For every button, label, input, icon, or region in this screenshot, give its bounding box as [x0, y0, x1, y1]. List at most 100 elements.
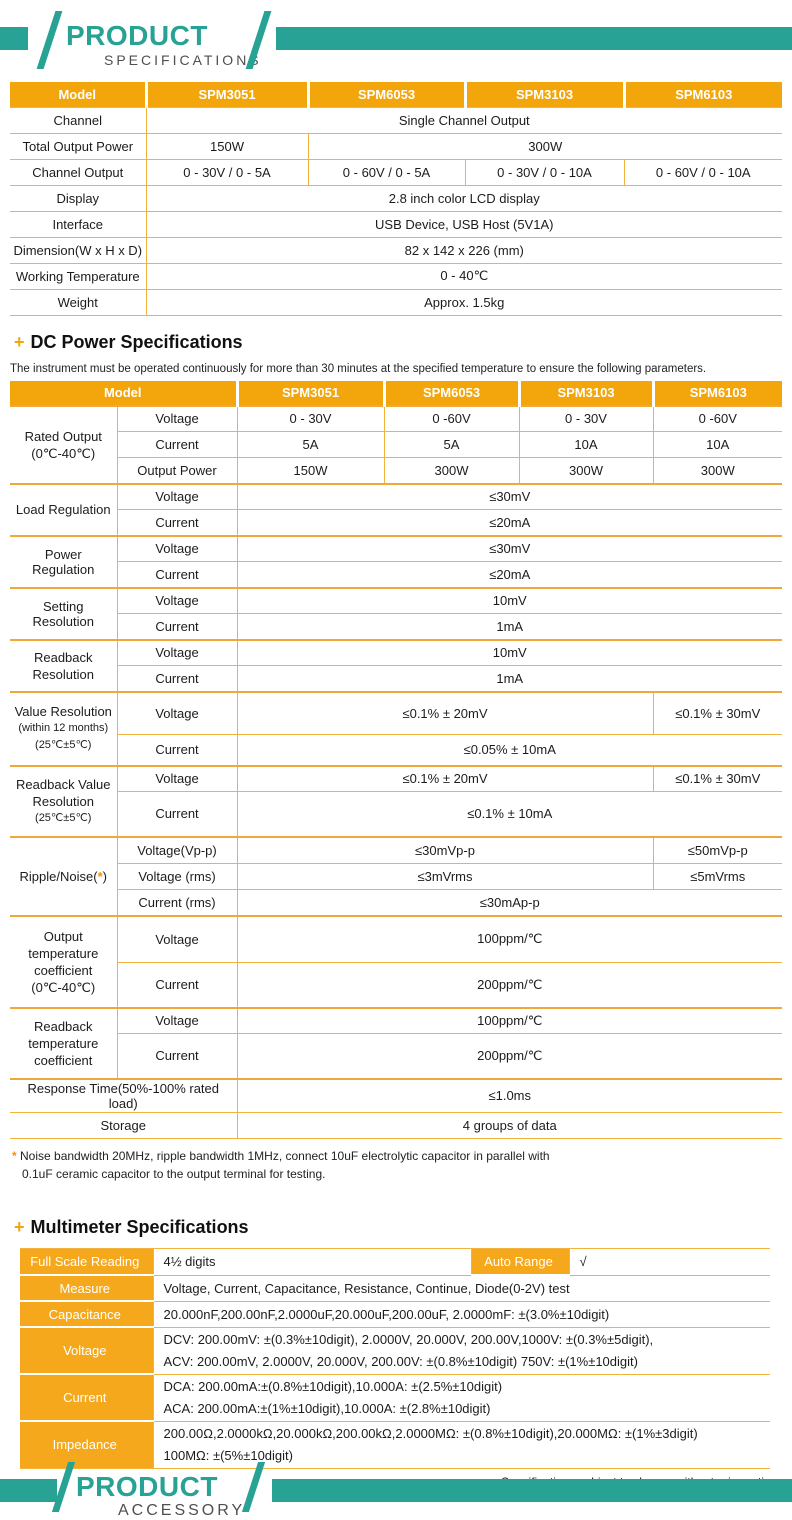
footnote-line: 0.1uF ceramic capacitor to the output te… — [22, 1166, 326, 1181]
table-row: Impedance 200.00Ω,2.0000kΩ,20.000kΩ,200.… — [20, 1420, 770, 1469]
overview-header-row: Model SPM3051 SPM6053 SPM3103 SPM6103 — [10, 82, 782, 107]
value-line: 200.00Ω,2.0000kΩ,20.000kΩ,200.00kΩ,2.000… — [163, 1425, 698, 1441]
label-line: (0℃-40℃) — [31, 445, 96, 461]
value-cell: 10A — [518, 431, 654, 458]
row-label: Dimension(W x H x D) — [10, 236, 147, 264]
value-cell: 0 - 30V / 0 - 5A — [145, 158, 309, 186]
label-line: Readback — [33, 1018, 93, 1034]
mm-section-heading: + Multimeter Specifications — [14, 1217, 792, 1238]
value-cell: 82 x 142 x 226 (mm) — [145, 236, 782, 264]
table-row: Measure Voltage, Current, Capacitance, R… — [20, 1274, 770, 1302]
overview-header-spm3103: SPM3103 — [465, 82, 626, 107]
row-label: Impedance — [20, 1420, 154, 1469]
value-cell: 0 -60V — [652, 404, 782, 432]
label-line: Value Resolution — [14, 704, 112, 719]
table-row: Ripple/Noise(*) Voltage(Vp-p) ≤30mVp-p ≤… — [10, 835, 782, 916]
value-cell: 4 groups of data — [236, 1111, 782, 1139]
value-cell: ≤30mAp-p — [236, 889, 782, 916]
label-line: (within 12 months) — [18, 722, 109, 734]
value-line: 100MΩ: ±(5%±10digit) — [163, 1447, 294, 1463]
table-row: Value Resolution (within 12 months) (25℃… — [10, 690, 782, 766]
row-label: Channel — [10, 106, 147, 134]
value-cell: 20.000nF,200.00nF,2.0000uF,20.000uF,200.… — [152, 1300, 770, 1328]
value-cell: 0 -60V — [383, 404, 520, 432]
table-row: Display 2.8 inch color LCD display — [10, 184, 782, 212]
banner-bar-right — [272, 1479, 792, 1502]
row-label: Weight — [10, 288, 147, 316]
footnote-line: * Noise bandwidth 20MHz, ripple bandwidt… — [12, 1147, 792, 1165]
value-cell: 0 - 40℃ — [145, 262, 782, 290]
value-cell: ≤50mVp-p — [652, 835, 782, 864]
value-cell: ≤5mVrms — [652, 863, 782, 890]
value-cell: 300W — [652, 457, 782, 484]
param-label: Current — [117, 509, 238, 536]
param-label: Output Power — [117, 457, 238, 484]
page-title: PRODUCT — [66, 20, 208, 51]
table-row: Current 200ppm/℃ — [10, 1033, 782, 1079]
param-label: Current — [117, 431, 238, 458]
row-group-label: Load Regulation — [10, 482, 118, 536]
table-row: Capacitance 20.000nF,200.00nF,2.0000uF,2… — [20, 1300, 770, 1328]
overview-table: Model SPM3051 SPM6053 SPM3103 SPM6103 Ch… — [10, 82, 782, 316]
param-label: Current — [117, 561, 238, 588]
mm-table: Full Scale Reading 4½ digits Auto Range … — [20, 1247, 770, 1469]
param-label: Voltage — [116, 764, 238, 792]
value-cell: 150W — [145, 132, 309, 160]
value-cell: 200ppm/℃ — [236, 962, 782, 1008]
label-line: Output — [43, 928, 83, 944]
value-cell: ≤1.0ms — [236, 1077, 782, 1113]
row-group-label: Value Resolution (within 12 months) (25℃… — [10, 690, 118, 766]
param-label: Current — [117, 791, 238, 837]
param-label: Voltage — [116, 1006, 238, 1034]
label-line: (25℃±5℃) — [35, 739, 92, 751]
row-group-label: Ripple/Noise(*) — [10, 835, 118, 916]
banner-bar-right — [276, 27, 792, 50]
value-cell: 150W — [236, 457, 385, 484]
dc-section-note: The instrument must be operated continuo… — [10, 362, 707, 375]
value-cell: 1mA — [236, 613, 782, 640]
table-row: Dimension(W x H x D) 82 x 142 x 226 (mm) — [10, 236, 782, 264]
value-cell: ≤30mVp-p — [236, 835, 654, 864]
value-cell: 5A — [383, 431, 520, 458]
table-row: Setting Resolution Voltage 10mV — [10, 586, 782, 640]
dc-header-row: Model SPM3051 SPM6053 SPM3103 SPM6103 — [10, 380, 782, 406]
value-cell: 200ppm/℃ — [236, 1033, 782, 1079]
dc-section-heading: + DC Power Specifications — [14, 332, 792, 353]
dc-header-spm3051: SPM3051 — [237, 380, 386, 406]
table-row: Load Regulation Voltage ≤30mV — [10, 482, 782, 536]
value-cell: ≤0.1% ± 30mV — [652, 764, 782, 792]
value-line: DCA: 200.00mA:±(0.8%±10digit),10.000A: ±… — [163, 1378, 503, 1394]
value-cell: DCA: 200.00mA:±(0.8%±10digit),10.000A: ±… — [152, 1373, 770, 1422]
label-line: Rated Output — [24, 428, 102, 444]
row-group-label: Readback Resolution — [10, 638, 118, 692]
footer-title: PRODUCT — [76, 1471, 218, 1502]
value-line: ACV: 200.00mV, 2.0000V, 20.000V, 200.00V… — [163, 1353, 638, 1369]
table-row: Readback Resolution Voltage 10mV — [10, 638, 782, 692]
param-label: Current — [117, 613, 238, 640]
row-label: Auto Range — [470, 1247, 570, 1276]
bottom-banner: PRODUCT ACCESSORY — [0, 1462, 792, 1519]
table-row: Current ≤20mA — [10, 561, 782, 588]
value-cell: 2.8 inch color LCD display — [145, 184, 782, 212]
param-label: Current — [117, 962, 238, 1008]
label-line: ) — [102, 868, 107, 884]
value-cell: 100ppm/℃ — [236, 1006, 782, 1034]
value-cell: 300W — [307, 132, 782, 160]
table-row: Full Scale Reading 4½ digits Auto Range … — [20, 1247, 770, 1276]
dc-header-model: Model — [10, 380, 239, 406]
table-row: Current ≤0.05% ± 10mA — [10, 734, 782, 766]
row-group-label: Setting Resolution — [10, 586, 118, 640]
mm-section-title: Multimeter Specifications — [30, 1216, 249, 1237]
value-cell: 10mV — [236, 586, 782, 614]
label-line: coefficient — [34, 1052, 93, 1068]
row-group-label: Readback temperature coefficient — [10, 1006, 118, 1079]
value-cell: ≤20mA — [236, 561, 782, 588]
row-label: Storage — [10, 1111, 238, 1139]
value-cell: Single Channel Output — [145, 106, 782, 134]
value-cell: ≤0.05% ± 10mA — [236, 734, 782, 766]
value-cell: 1mA — [236, 665, 782, 692]
dc-table: Model SPM3051 SPM6053 SPM3103 SPM6103 Ra… — [10, 380, 782, 1139]
value-cell: Approx. 1.5kg — [145, 288, 782, 316]
param-label: Voltage (rms) — [117, 863, 238, 890]
row-label: Current — [20, 1373, 154, 1422]
